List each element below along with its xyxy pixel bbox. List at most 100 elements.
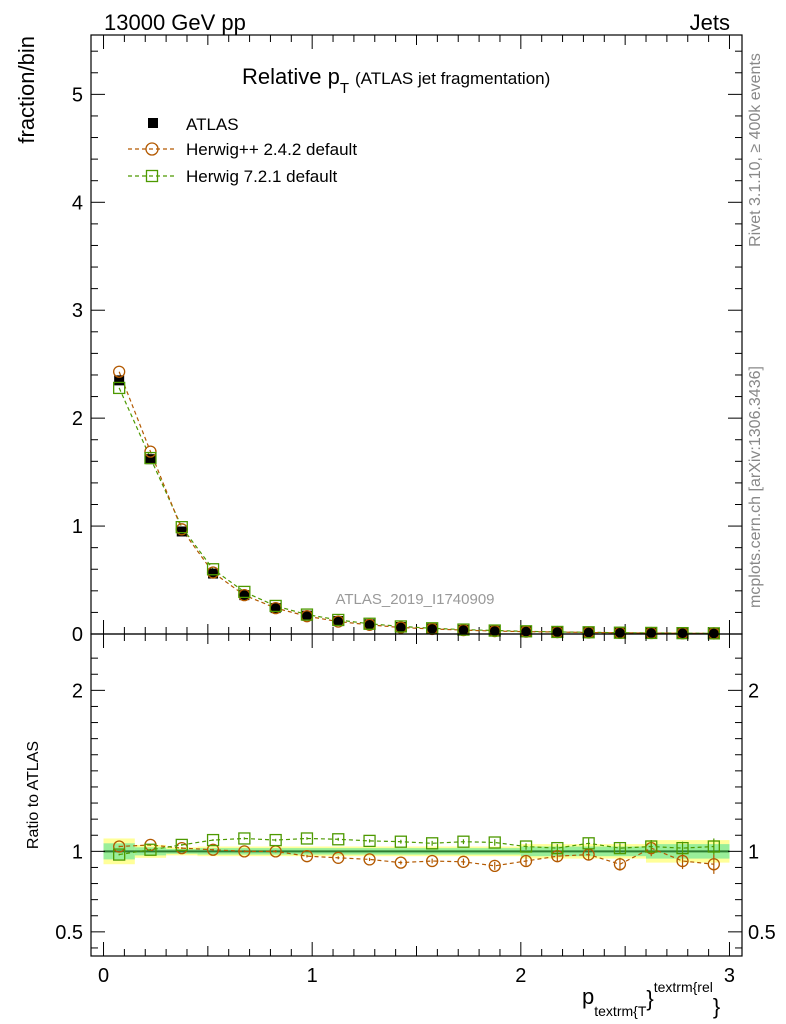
ratio-herwig7-point [613,841,627,855]
ratio-herwigpp-point [394,856,408,869]
ratio-herwigpp-point [519,854,533,868]
herwig7-point [113,381,126,395]
ratio-ytick-label-right: 2 [748,680,759,702]
ratio-herwig7-point [238,832,251,845]
ratio-herwigpp-point [613,858,627,871]
ratio-herwig7-point [488,836,501,849]
ratio-herwigpp-point [332,851,345,864]
herwig7-point [582,626,595,639]
atlas-point [489,625,500,636]
main-ytick-label: 2 [72,408,83,430]
ratio-ytick-label-right: 0.5 [748,922,776,944]
x-axis-label-sup: textrm{rel [654,979,713,995]
atlas-point [301,610,312,621]
chart-title-main: Relative p [242,64,340,89]
ratio-herwig7-point [645,840,658,853]
legend-marker-herwigpp [145,142,159,156]
herwig7-point [613,626,627,639]
herwig7-point [707,627,720,640]
atlas-point [239,590,250,601]
atlas-point [208,568,219,579]
atlas-point [333,616,344,627]
herwigpp-point [144,445,157,458]
ratio-herwig7-point [519,840,533,853]
atlas-point [427,623,438,634]
herwig7-point [238,585,251,599]
herwig7-point [269,599,282,613]
legend-entry-herwig7: Herwig 7.2.1 default [128,167,337,186]
legend-marker-atlas [148,118,158,128]
x-tick-label: 3 [724,965,735,987]
atlas-point [458,624,469,635]
herwig7-point [457,623,470,636]
atlas-point [614,627,625,638]
ratio-ytick-label: 1 [72,841,83,863]
legend: ATLAS Herwig++ 2.4.2 default Herwig 7.2.… [128,115,357,186]
x-tick-label: 0 [98,965,109,987]
ratio-frame [90,633,743,957]
atlas-point [114,375,125,386]
herwig7-point [175,521,188,534]
x-tick-label: 2 [515,965,526,987]
main-ytick-label: 1 [72,516,83,538]
atlas-point [364,619,375,630]
main-axes-ticks: 0 1 2 3 4 5 [72,35,742,646]
ratio-ytick-label-right: 1 [748,841,759,863]
atlas-point [552,626,563,637]
x-axis-label-end: } [713,994,720,1019]
herwig7-point [519,625,533,638]
mcplots-label: mcplots.cern.ch [arXiv:1306.3436] [747,366,764,608]
herwig7-point [363,617,376,630]
main-panel: 0 1 2 3 4 5 fraction/bin Relative pT (ATLAS je… [14,34,743,646]
legend-entry-atlas: ATLAS [148,115,239,134]
ratio-herwigpp-point [488,859,501,872]
x-axis-label-main: p [582,984,594,1009]
main-ytick-label: 4 [72,192,83,214]
legend-label-atlas: ATLAS [186,115,239,134]
watermark: ATLAS_2019_I1740909 [335,591,494,608]
atlas-point [176,526,187,537]
atlas-point [270,603,281,614]
ratio-herwig7-point [676,841,689,855]
legend-entry-herwigpp: Herwig++ 2.4.2 default [128,140,357,159]
ratio-y-axis-label: Ratio to ATLAS [25,741,42,849]
ratio-herwigpp-point [457,855,470,868]
header-right: Jets [690,10,730,35]
x-axis-label: ptextrm{T}textrm{rel} [582,979,720,1019]
ratio-herwig7-point [457,835,470,848]
ratio-herwigpp-point [707,858,720,871]
legend-marker-herwig7 [145,169,159,183]
atlas-point [395,621,406,632]
herwig7-point [144,451,157,465]
herwigpp-point [113,365,126,378]
herwig7-point [206,563,220,576]
ratio-herwigpp-point [363,853,376,866]
main-ytick-label: 0 [72,624,83,646]
main-ytick-label: 3 [72,300,83,322]
ratio-herwig7-point [582,837,595,850]
main-ytick-label: 5 [72,84,83,106]
main-y-axis-label: fraction/bin [14,36,39,144]
ratio-axes-ticks: 0.5 0.5 1 1 2 2 0 1 2 3 [55,634,776,987]
ratio-herwigpp-point [206,843,220,856]
ratio-herwig7-point [269,833,282,847]
herwig7-point [332,613,345,627]
rivet-label: Rivet 3.1.10, ≥ 400k events [747,53,764,247]
ratio-herwig7-point [425,837,439,850]
chart-title-paren: (ATLAS jet fragmentation) [355,69,550,88]
herwig7-point [676,626,689,640]
x-axis-label-sub: textrm{T [594,1003,647,1019]
ratio-herwig7-point [144,843,157,856]
legend-label-herwig7: Herwig 7.2.1 default [186,167,337,186]
atlas-point [145,454,156,465]
ratio-panel: 0.5 0.5 1 1 2 2 0 1 2 3 Ratio to ATLAS ptextrm{T}… [25,633,776,1019]
header-left: 13000 GeV pp [104,10,246,35]
herwig7-point [551,625,564,639]
ratio-series-group [113,832,720,874]
ratio-herwig7-point [363,834,376,848]
ratio-herwig7-point [394,835,408,848]
ratio-herwigpp-point [238,845,251,858]
ratio-ytick-label: 2 [72,680,83,702]
atlas-point [677,628,688,639]
